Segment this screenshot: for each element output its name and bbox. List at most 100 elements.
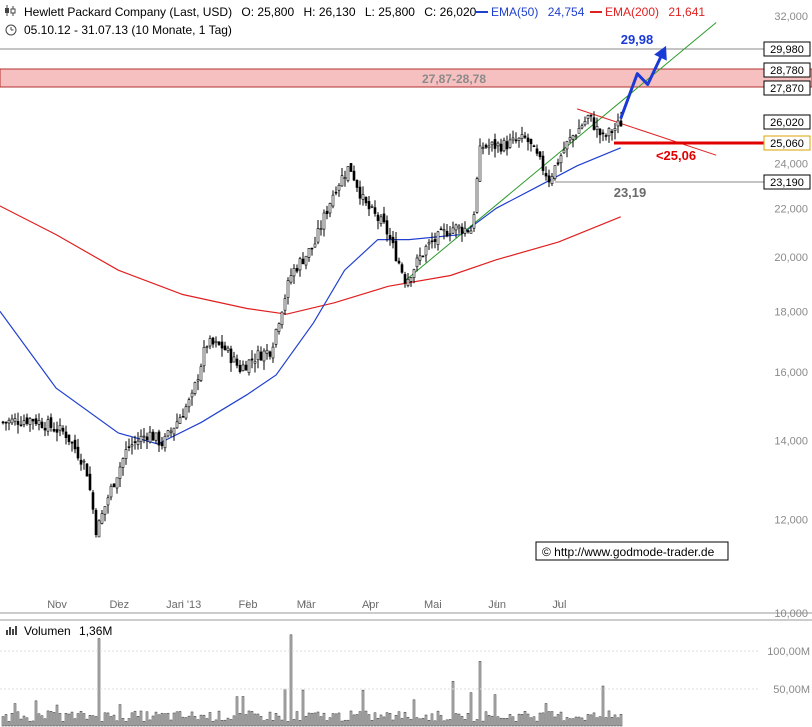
volume-bar	[19, 718, 23, 727]
price-tag-27870: 27,870	[763, 80, 811, 96]
candle-body	[391, 236, 395, 244]
candle-body	[505, 141, 509, 150]
candle-body	[19, 424, 23, 427]
candle-body	[613, 128, 617, 131]
volume-bar	[541, 712, 545, 727]
candle-body	[367, 201, 371, 210]
volume-bar	[487, 715, 491, 727]
volume-bar	[325, 720, 329, 727]
candle-body	[217, 341, 221, 345]
volume-bar	[346, 719, 350, 727]
candle-body	[187, 399, 191, 408]
candle-body	[295, 268, 299, 272]
candle-body	[409, 277, 413, 282]
candle-body	[388, 235, 392, 240]
volume-bar	[355, 714, 359, 727]
ema200-line	[0, 205, 621, 315]
instrument-name: Hewlett Packard Company (Last, USD)	[24, 5, 232, 19]
price-tag-25060: 25,060	[763, 135, 811, 151]
candle-body	[166, 430, 170, 437]
candle-body	[256, 350, 260, 361]
candle-body	[406, 278, 410, 286]
volume-bar	[559, 711, 563, 727]
volume-bar	[406, 717, 410, 727]
volume-bar	[523, 711, 527, 727]
volume-bar	[430, 713, 434, 727]
forecast-arrow	[619, 48, 666, 120]
candlestick-chart-icon	[5, 5, 16, 16]
candle-body	[232, 356, 236, 363]
y-tick-label: 14,000	[774, 435, 808, 447]
svg-text:Hewlett Packard Company (Last,: Hewlett Packard Company (Last, USD) O: 2…	[24, 5, 477, 19]
date-range: 05.10.12 - 31.07.13 (10 Monate, 1 Tag)	[24, 23, 232, 37]
price-tag-26020: 26,020	[763, 114, 811, 130]
volume-bar	[358, 711, 362, 727]
volume-bar	[313, 712, 317, 727]
volume-bar	[121, 718, 125, 727]
volume-bar	[307, 712, 311, 727]
candle-body	[145, 436, 149, 441]
volume-bar	[526, 713, 530, 727]
volume-bar	[280, 719, 284, 727]
volume-bar	[577, 716, 581, 727]
volume-bar	[316, 711, 320, 727]
candle-body	[274, 329, 278, 345]
candle-body	[472, 214, 476, 229]
volume-bar	[136, 716, 140, 727]
volume-bar	[220, 720, 224, 727]
volume-bar	[55, 704, 59, 727]
candle-body	[334, 191, 338, 194]
candle-body	[178, 417, 182, 424]
candle-body	[73, 439, 77, 450]
volume-bars-icon	[6, 626, 17, 635]
volume-bar	[436, 710, 440, 727]
candle-body	[271, 346, 275, 359]
volume-bar	[70, 711, 74, 727]
candle-body	[520, 134, 524, 140]
candle-body	[46, 419, 50, 432]
volume-bar	[262, 720, 266, 727]
candle-body	[400, 264, 404, 273]
volume-bar	[166, 712, 170, 727]
volume-bar	[163, 713, 167, 727]
volume-bar	[502, 717, 506, 727]
volume-bar	[82, 713, 86, 727]
candle-body	[100, 513, 104, 524]
candle-body	[577, 127, 581, 134]
volume-bar	[352, 714, 356, 727]
volume-bar	[232, 715, 236, 727]
volume-bar	[247, 710, 251, 727]
volume-bar	[415, 717, 419, 727]
candle-body	[133, 441, 137, 443]
volume-bar	[481, 720, 485, 727]
candle-body	[7, 419, 11, 424]
y-tick-label: 32,000	[774, 11, 808, 23]
ema50-line	[0, 147, 621, 445]
candle-body	[355, 179, 359, 188]
volume-bar	[256, 713, 260, 727]
volume-bar	[589, 714, 593, 727]
candle-body	[85, 463, 89, 477]
volume-bar	[160, 712, 164, 727]
volume-bar	[43, 718, 47, 727]
volume-bar	[403, 711, 407, 727]
volume-bars	[1, 634, 623, 727]
volume-bar	[448, 719, 452, 727]
volume-bar	[364, 710, 368, 727]
candle-body	[460, 226, 464, 234]
zone-label: 27,87-28,78	[422, 72, 486, 86]
volume-bar	[592, 712, 596, 727]
candle-body	[463, 227, 467, 234]
volume-bar	[40, 715, 44, 727]
candle-body	[457, 225, 461, 229]
candle-body	[196, 379, 200, 382]
volume-bar	[277, 715, 281, 727]
volume-bar	[421, 718, 425, 727]
candle-body	[373, 207, 377, 214]
x-axis: Nov Dez Jan '13 Feb Mär Apr Mai Jun Jul	[47, 599, 566, 611]
header: Hewlett Packard Company (Last, USD) O: 2…	[5, 5, 705, 37]
candle-body	[592, 117, 596, 130]
candle-body	[394, 240, 398, 262]
candle-body	[616, 120, 620, 127]
candle-body	[346, 166, 350, 181]
